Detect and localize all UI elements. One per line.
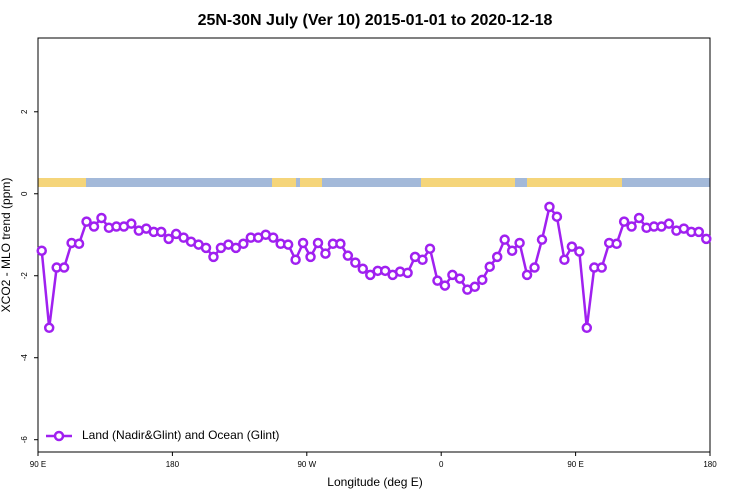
point — [536, 234, 548, 245]
land — [421, 178, 515, 187]
point — [611, 238, 622, 250]
point — [96, 212, 107, 224]
point — [155, 226, 167, 238]
point — [491, 251, 503, 263]
point — [469, 281, 481, 293]
y-tick-label: 2 — [20, 109, 29, 114]
point — [36, 245, 47, 256]
point — [618, 216, 630, 227]
point — [320, 248, 331, 259]
point — [544, 201, 555, 213]
x-tick-label: 90 E — [30, 460, 46, 469]
point — [43, 322, 55, 334]
point — [81, 216, 92, 227]
point — [267, 232, 279, 243]
x-tick-label: 90 W — [297, 460, 316, 469]
point — [200, 242, 212, 254]
chart-title: 25N-30N July (Ver 10) 2015-01-01 to 2020… — [198, 12, 553, 29]
y-tick-label: 0 — [20, 191, 29, 196]
point — [499, 234, 510, 245]
plot-frame — [37, 37, 711, 453]
land — [300, 178, 322, 187]
point — [126, 218, 137, 229]
land — [38, 178, 86, 187]
y-tick-label: -6 — [20, 436, 29, 444]
point — [230, 242, 242, 254]
x-axis-label: Longitude (deg E) — [327, 475, 422, 489]
point — [663, 218, 675, 229]
point — [208, 251, 219, 263]
x-tick-label: 0 — [439, 460, 444, 469]
point — [477, 274, 488, 286]
y-axis-label: XCO2 - MLO trend (ppm) — [0, 178, 13, 313]
point — [439, 280, 451, 291]
point — [357, 263, 369, 275]
point — [454, 273, 466, 284]
x-tick-label: 180 — [703, 460, 717, 469]
x-tick-label: 90 E — [567, 460, 583, 469]
point — [73, 238, 85, 250]
point — [514, 237, 525, 249]
point — [417, 254, 428, 266]
point — [238, 238, 249, 250]
point — [379, 265, 391, 277]
point — [633, 212, 645, 224]
point — [581, 322, 593, 334]
point — [596, 262, 607, 273]
point — [626, 221, 637, 232]
point — [290, 254, 301, 266]
point — [529, 262, 540, 273]
point — [484, 261, 495, 272]
point — [551, 211, 563, 222]
point — [163, 233, 174, 245]
x-tick-label: 180 — [166, 460, 180, 469]
point — [701, 233, 712, 245]
point — [521, 269, 533, 281]
point — [58, 262, 70, 273]
point — [305, 251, 316, 263]
point — [335, 238, 346, 250]
y-tick-label: -2 — [20, 272, 29, 280]
point — [506, 245, 518, 256]
ocean — [38, 178, 710, 187]
land — [272, 178, 296, 187]
legend-label: Land (Nadir&Glint) and Ocean (Glint) — [82, 428, 279, 442]
point — [574, 246, 585, 257]
point — [178, 232, 189, 243]
point — [282, 239, 294, 250]
point — [432, 275, 443, 286]
point — [312, 237, 324, 249]
legend-marker — [53, 430, 65, 442]
point — [350, 257, 361, 268]
point — [402, 267, 413, 279]
point — [424, 243, 436, 254]
point — [342, 250, 354, 261]
point — [297, 237, 309, 249]
point — [693, 226, 705, 238]
point — [88, 221, 100, 232]
land-ocean-strip — [38, 178, 710, 187]
point — [559, 254, 570, 266]
point — [566, 241, 578, 252]
y-tick-label: -4 — [20, 354, 29, 362]
land — [527, 178, 622, 187]
point — [365, 269, 376, 281]
